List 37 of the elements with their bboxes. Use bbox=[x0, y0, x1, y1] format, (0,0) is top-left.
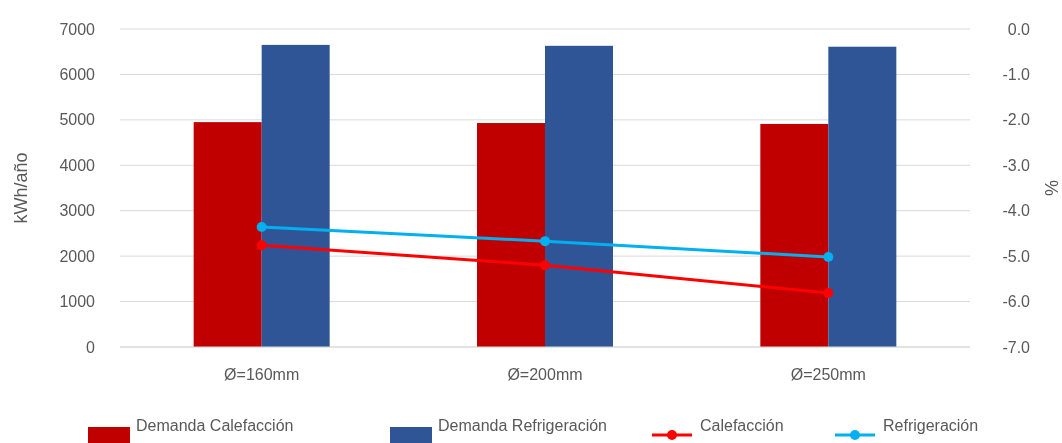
bar bbox=[545, 45, 613, 347]
legend-label: Demanda Calefacción bbox=[136, 417, 294, 434]
point bbox=[540, 236, 550, 247]
y2-axis-title: % bbox=[1041, 179, 1061, 197]
bar bbox=[261, 44, 330, 347]
point bbox=[256, 222, 267, 233]
y2-tick-label: -5.0 bbox=[1002, 247, 1031, 265]
x-tick-label: Ø=250mm bbox=[790, 366, 866, 383]
bar bbox=[760, 123, 829, 347]
point bbox=[256, 240, 267, 251]
y-tick-label: 4000 bbox=[59, 156, 96, 174]
y2-tick-label: -2.0 bbox=[1002, 111, 1031, 129]
y2-tick-label: -3.0 bbox=[1002, 156, 1031, 174]
bar bbox=[828, 46, 897, 347]
legend-label: Refrigeración bbox=[883, 417, 979, 434]
y2-tick-label: -6.0 bbox=[1002, 293, 1031, 311]
y2-tick-label: -1.0 bbox=[1002, 66, 1031, 84]
point bbox=[823, 252, 834, 263]
bar bbox=[193, 122, 262, 347]
y-tick-label: 6000 bbox=[59, 66, 96, 84]
x-tick-label: Ø=160mm bbox=[224, 366, 300, 383]
bar bbox=[477, 123, 545, 347]
legend-label: Demanda Refrigeración bbox=[438, 417, 607, 434]
y2-tick-label: -4.0 bbox=[1002, 202, 1031, 220]
y-tick-label: 7000 bbox=[59, 20, 96, 38]
y-tick-label: 0 bbox=[86, 338, 96, 356]
y-tick-label: 5000 bbox=[59, 111, 96, 129]
point bbox=[823, 287, 834, 298]
y-tick-label: 2000 bbox=[59, 247, 96, 265]
y2-tick-label: -7.0 bbox=[1002, 338, 1031, 356]
y2-tick-label: 0.0 bbox=[1007, 20, 1031, 38]
y-axis-title: kWh/año bbox=[11, 152, 31, 224]
point bbox=[540, 260, 550, 271]
y-tick-label: 3000 bbox=[59, 202, 96, 220]
y-tick-label: 1000 bbox=[59, 293, 96, 311]
legend-label: Calefacción bbox=[700, 417, 784, 434]
x-tick-label: Ø=200mm bbox=[507, 366, 583, 383]
